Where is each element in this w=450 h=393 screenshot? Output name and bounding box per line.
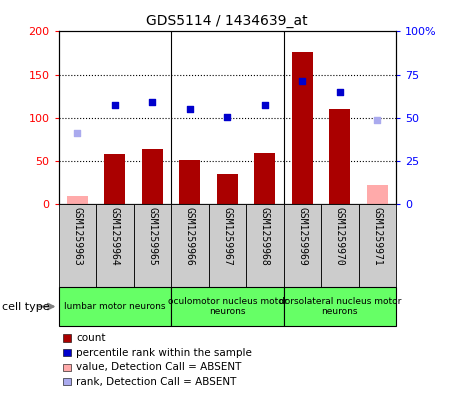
Text: value, Detection Call = ABSENT: value, Detection Call = ABSENT (76, 362, 242, 372)
Bar (246, 204, 284, 287)
Point (111, 102, 118, 108)
Bar (292, 52, 313, 204)
Bar (142, 149, 162, 204)
Text: lumbar motor neurons: lumbar motor neurons (64, 302, 166, 311)
Bar (217, 174, 238, 204)
Text: count: count (76, 333, 106, 343)
Text: cell type: cell type (2, 301, 50, 312)
Text: GSM1259970: GSM1259970 (335, 207, 345, 266)
Bar (321, 204, 359, 287)
Text: percentile rank within the sample: percentile rank within the sample (76, 347, 252, 358)
Text: GSM1259969: GSM1259969 (297, 207, 307, 266)
Point (186, 106, 194, 112)
Bar (134, 204, 171, 287)
Bar (180, 160, 200, 204)
Point (299, 77, 306, 84)
Bar (359, 204, 396, 287)
Text: GSM1259965: GSM1259965 (147, 207, 157, 266)
Bar (254, 153, 275, 204)
Point (374, 118, 381, 124)
Bar (58, 287, 171, 326)
Bar (171, 204, 208, 287)
Point (336, 89, 343, 95)
Text: GSM1259964: GSM1259964 (110, 207, 120, 266)
Bar (67, 196, 88, 204)
Bar (96, 204, 134, 287)
Text: rank, Detection Call = ABSENT: rank, Detection Call = ABSENT (76, 376, 237, 387)
Point (74, 130, 81, 137)
Point (261, 102, 268, 108)
Bar (208, 204, 246, 287)
Bar (104, 154, 125, 204)
Text: GSM1259966: GSM1259966 (185, 207, 195, 266)
Point (148, 99, 156, 105)
Bar (367, 185, 387, 204)
Bar (58, 204, 96, 287)
Bar (284, 287, 396, 326)
Bar (284, 204, 321, 287)
Text: oculomotor nucleus motor
neurons: oculomotor nucleus motor neurons (167, 297, 287, 316)
Text: dorsolateral nucleus motor
neurons: dorsolateral nucleus motor neurons (279, 297, 401, 316)
Text: GSM1259968: GSM1259968 (260, 207, 270, 266)
Title: GDS5114 / 1434639_at: GDS5114 / 1434639_at (146, 14, 308, 28)
Bar (171, 287, 284, 326)
Point (224, 114, 231, 120)
Text: GSM1259963: GSM1259963 (72, 207, 82, 266)
Text: GSM1259971: GSM1259971 (372, 207, 382, 266)
Bar (329, 109, 350, 204)
Text: GSM1259967: GSM1259967 (222, 207, 232, 266)
